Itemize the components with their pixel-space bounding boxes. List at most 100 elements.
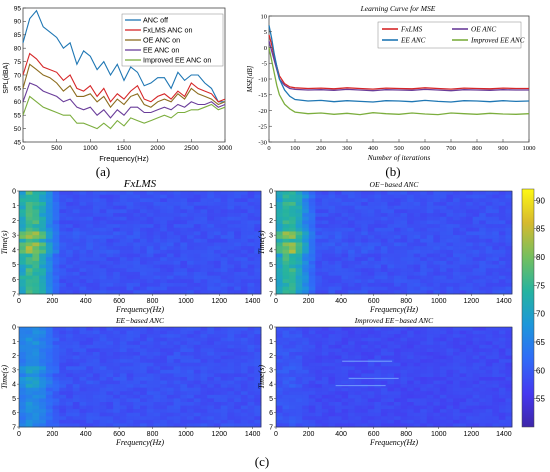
heatmap-cell <box>276 231 283 236</box>
heatmap-cell <box>119 359 127 364</box>
heatmap-cell <box>426 394 434 399</box>
heatmap-cell <box>140 402 148 406</box>
heatmap-cell <box>328 260 336 265</box>
heatmap-cell <box>220 384 228 389</box>
heatmap-cell <box>39 369 47 374</box>
heatmap-cell <box>39 209 47 214</box>
heatmap-cell <box>315 352 323 356</box>
heatmap-cell <box>25 394 33 399</box>
heatmap-cell <box>295 227 303 232</box>
heatmap-cell <box>126 231 134 236</box>
heatmap-cell <box>213 366 222 371</box>
heatmap-cell <box>466 253 474 258</box>
heatmap-cell <box>146 384 154 389</box>
heatmap-cell <box>79 416 87 421</box>
heatmap-cell <box>240 231 248 236</box>
heatmap-cell <box>315 249 323 254</box>
heatmap-cell <box>426 242 434 247</box>
heatmap-cell <box>187 362 195 367</box>
x-tick-label: 800 <box>400 298 412 305</box>
heatmap-cell <box>106 387 114 392</box>
heatmap-cell <box>354 242 362 247</box>
heatmap-cell <box>193 391 201 396</box>
heatmap-cell <box>348 260 356 265</box>
heatmap-cell <box>146 198 154 203</box>
heatmap-cell <box>19 412 27 417</box>
heatmap-cell <box>289 409 297 414</box>
heatmap-cell <box>276 271 283 277</box>
heatmap-cell <box>394 369 401 374</box>
heatmap-cell <box>380 366 388 371</box>
heatmap-cell <box>39 373 47 378</box>
heatmap-cell <box>213 327 222 331</box>
heatmap-cell <box>308 387 316 392</box>
heatmap-cell <box>213 369 222 374</box>
heatmap-cell <box>400 242 408 247</box>
heatmap-cell <box>59 264 67 269</box>
heatmap-cell <box>25 416 33 421</box>
heatmap-cell <box>302 198 310 203</box>
heatmap-cell <box>193 231 201 236</box>
heatmap-cell <box>52 194 60 199</box>
heatmap-cell <box>407 191 415 196</box>
heatmap-cell <box>86 359 94 364</box>
heatmap-cell <box>394 238 401 243</box>
heatmap-cell <box>193 327 201 331</box>
heatmap-cell <box>492 359 500 364</box>
heatmap-cell <box>173 238 181 243</box>
heatmap-cell <box>193 209 201 214</box>
heatmap-cell <box>86 191 94 196</box>
heatmap-cell <box>321 337 329 342</box>
heatmap-cell <box>119 227 127 232</box>
heatmap-cell <box>302 271 310 277</box>
heatmap-cell <box>466 380 474 385</box>
heatmap-cell <box>200 380 208 385</box>
heatmap-cell <box>254 377 262 381</box>
series-line-3 <box>22 82 226 119</box>
heatmap-cell <box>99 352 107 356</box>
heatmap-cell <box>400 416 408 421</box>
heatmap-cell <box>66 337 74 342</box>
heatmap-cell <box>400 235 408 240</box>
heatmap-cell <box>367 282 375 288</box>
heatmap-cell <box>485 334 493 339</box>
heatmap-cell <box>433 235 441 240</box>
heatmap-cell <box>160 369 168 374</box>
heatmap-cell <box>240 271 248 277</box>
heatmap-cell <box>25 227 33 232</box>
heatmap-cell <box>479 242 487 247</box>
heatmap-cell <box>234 366 242 371</box>
heatmap-cell <box>79 419 87 424</box>
heatmap-cell <box>240 264 248 269</box>
heatmap-cell <box>66 362 74 367</box>
heatmap-cell <box>193 242 201 247</box>
heatmap-cell <box>472 191 480 196</box>
heatmap-cell <box>302 242 310 247</box>
heatmap-cell <box>86 231 94 236</box>
heatmap-cell <box>79 202 87 207</box>
heatmap-cell <box>348 373 356 378</box>
heatmap-cell <box>420 369 428 374</box>
heatmap-cell <box>140 373 148 378</box>
heatmap-cell <box>180 419 188 424</box>
heatmap-cell <box>407 279 415 284</box>
heatmap-cell <box>119 268 127 273</box>
heatmap-cell <box>25 275 33 280</box>
heatmap-cell <box>289 423 297 428</box>
y-tick-label: 80 <box>14 46 22 53</box>
x-tick-label: 400 <box>368 145 378 152</box>
heatmap-cell <box>45 384 54 389</box>
heatmap-cell <box>282 246 290 251</box>
heatmap-cell <box>302 231 310 236</box>
heatmap-cell <box>25 327 33 331</box>
heatmap-cell <box>52 398 60 403</box>
x-tick-label: 600 <box>368 431 380 438</box>
heatmap-cell <box>160 412 168 417</box>
heatmap-cell <box>387 362 395 367</box>
heatmap-cell <box>295 391 303 396</box>
heatmap-cell <box>146 224 154 229</box>
heatmap-cell <box>433 380 441 385</box>
heatmap-cell <box>126 380 134 385</box>
heatmap-cell <box>247 224 255 229</box>
x-tick-label: 0 <box>21 145 25 152</box>
